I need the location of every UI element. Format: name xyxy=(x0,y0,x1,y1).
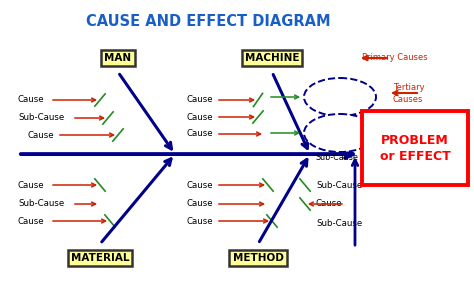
Ellipse shape xyxy=(304,114,376,152)
Text: Tertiary: Tertiary xyxy=(393,84,425,92)
Text: Sub-Cause: Sub-Cause xyxy=(316,219,362,228)
Text: Cause: Cause xyxy=(187,113,214,122)
Text: Primary Causes: Primary Causes xyxy=(362,54,428,62)
Text: Cause: Cause xyxy=(187,130,214,139)
Text: Cause: Cause xyxy=(28,130,55,139)
Text: MACHINE: MACHINE xyxy=(245,53,299,63)
Text: Cause: Cause xyxy=(316,200,343,209)
Text: METHOD: METHOD xyxy=(233,253,283,263)
Text: Causes: Causes xyxy=(393,130,423,139)
Text: Cause: Cause xyxy=(18,96,45,105)
Text: Secondary: Secondary xyxy=(393,118,438,128)
Text: Cause: Cause xyxy=(187,181,214,190)
FancyBboxPatch shape xyxy=(362,111,468,185)
Text: Cause: Cause xyxy=(18,181,45,190)
Text: Cause: Cause xyxy=(187,96,214,105)
Text: MATERIAL: MATERIAL xyxy=(71,253,129,263)
Text: Cause: Cause xyxy=(187,217,214,226)
Text: Sub-Cause: Sub-Cause xyxy=(316,153,359,162)
Text: Cause: Cause xyxy=(328,128,352,137)
Text: Sub-Cause: Sub-Cause xyxy=(316,181,362,190)
Text: PROBLEM
or EFFECT: PROBLEM or EFFECT xyxy=(380,134,450,162)
Ellipse shape xyxy=(304,78,376,116)
Text: Sub-Cause: Sub-Cause xyxy=(319,92,362,101)
Text: Causes: Causes xyxy=(393,94,423,103)
Text: Sub-Cause: Sub-Cause xyxy=(18,200,64,209)
Text: MAN: MAN xyxy=(104,53,132,63)
Text: Cause: Cause xyxy=(18,217,45,226)
Text: Cause: Cause xyxy=(187,200,214,209)
Text: CAUSE AND EFFECT DIAGRAM: CAUSE AND EFFECT DIAGRAM xyxy=(86,14,331,29)
Text: Sub-Cause: Sub-Cause xyxy=(18,113,64,122)
